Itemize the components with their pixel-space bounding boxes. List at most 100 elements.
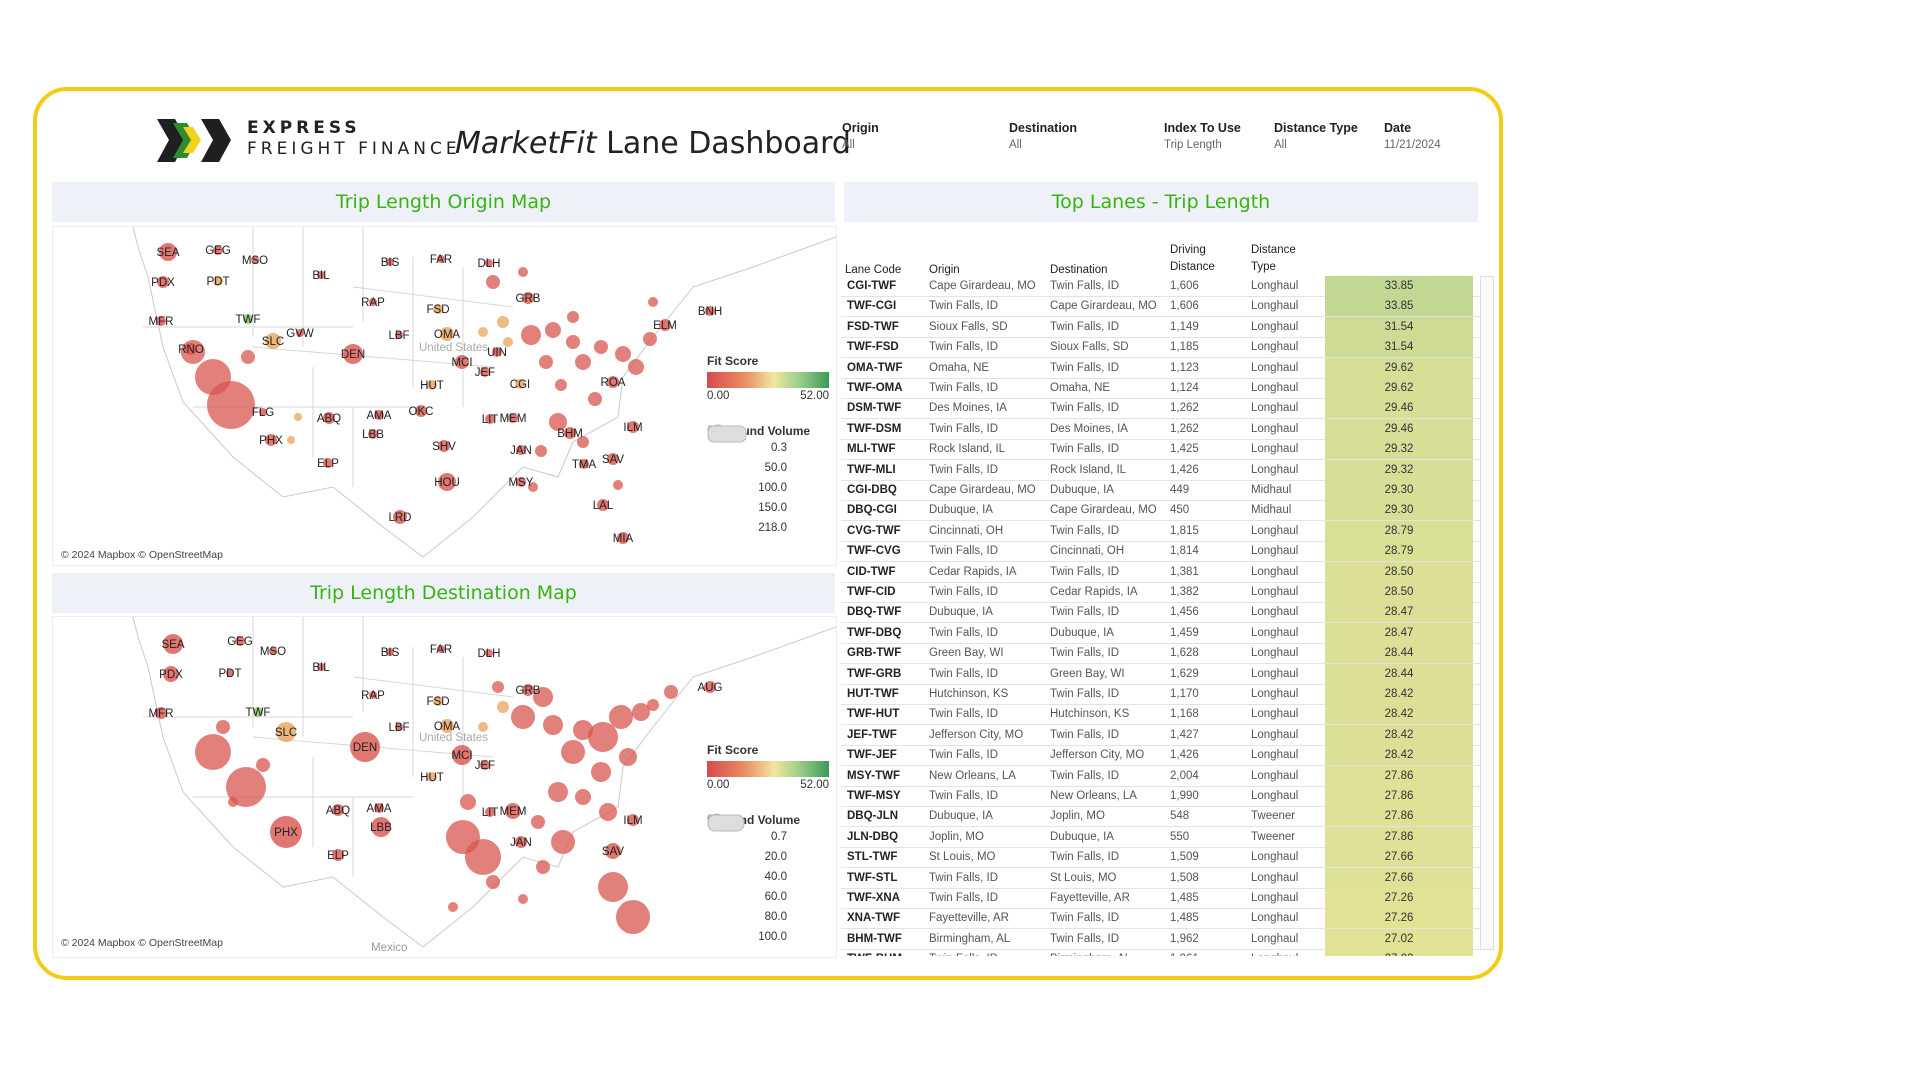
city-marker[interactable] [486,875,500,889]
table-row[interactable]: DBQ-CGI Dubuque, IA Cape Girardeau, MO 450 M… [841,500,1481,522]
city-marker[interactable] [567,311,579,323]
table-row[interactable]: CVG-TWF Cincinnati, OH Twin Falls, ID 1,815… [841,520,1481,542]
filter-destination-value[interactable]: All [1009,139,1022,151]
city-marker-lal[interactable] [597,499,609,511]
city-marker[interactable] [545,322,561,338]
city-marker-ama[interactable] [374,410,384,420]
city-marker[interactable] [521,325,541,345]
city-marker-fsd[interactable] [433,696,443,706]
table-row[interactable]: CGI-DBQ Cape Girardeau, MO Dubuque, IA 449 M… [841,480,1481,501]
dest-map[interactable]: United States Mexico SEA GEG MSO BIS FAR DLH P… [52,616,837,958]
city-marker[interactable] [511,705,535,729]
city-marker-abq[interactable] [332,804,344,816]
city-marker-rap[interactable] [369,691,377,699]
city-marker[interactable] [195,734,231,770]
table-row[interactable]: TWF-FSD Twin Falls, ID Sioux Falls, SD 1,18… [841,337,1481,359]
city-marker[interactable] [503,337,513,347]
table-row[interactable]: DSM-TWF Des Moines, IA Twin Falls, ID 1,262… [841,398,1481,420]
city-marker[interactable] [551,830,575,854]
city-marker[interactable] [460,794,476,810]
city-marker[interactable] [497,701,509,713]
table-row[interactable]: TWF-JEF Twin Falls, ID Jefferson City, MO 1… [841,745,1481,767]
filter-date-value[interactable]: 11/21/2024 [1384,139,1441,151]
city-marker-rap[interactable] [369,298,377,306]
city-marker[interactable] [619,748,637,766]
city-marker[interactable] [216,720,230,734]
city-marker[interactable] [492,681,504,693]
city-marker[interactable] [599,803,617,821]
city-marker-gvw[interactable] [296,329,304,337]
city-marker-okc[interactable] [415,405,427,417]
city-marker[interactable] [543,715,563,735]
city-marker-hou[interactable] [438,473,456,491]
table-row[interactable]: TWF-CID Twin Falls, ID Cedar Rapids, IA 1,3… [841,582,1481,603]
city-marker-tma[interactable] [579,459,589,469]
filter-distance-type-value[interactable]: All [1274,139,1287,151]
city-marker-far[interactable] [437,255,445,263]
city-marker-mci[interactable] [455,355,469,369]
city-marker-mci[interactable] [452,745,472,765]
city-marker-sea[interactable] [163,634,183,654]
city-marker[interactable] [465,839,501,875]
table-row[interactable]: HUT-TWF Hutchinson, KS Twin Falls, ID 1,170… [841,684,1481,705]
city-marker-rno[interactable] [185,343,197,355]
city-marker-msy[interactable] [516,477,526,487]
city-marker-pdt[interactable] [226,669,234,677]
city-marker-lit[interactable] [485,414,495,424]
city-marker-bhm[interactable] [564,427,576,439]
city-marker[interactable] [664,685,678,699]
city-marker[interactable] [533,687,553,707]
city-marker[interactable] [535,445,547,457]
table-row[interactable]: MLI-TWF Rock Island, IL Twin Falls, ID 1,42… [841,439,1481,461]
city-marker[interactable] [241,350,255,364]
city-marker[interactable] [555,379,567,391]
table-row[interactable]: TWF-MLI Twin Falls, ID Rock Island, IL 1,42… [841,459,1481,481]
city-marker-grb[interactable] [522,684,534,696]
city-marker[interactable] [616,900,650,934]
city-marker-den[interactable] [350,732,380,762]
filter-date[interactable]: Date 11/21/2024 [1384,121,1441,151]
city-marker-lrd[interactable] [393,510,407,524]
city-marker[interactable] [531,815,545,829]
city-marker[interactable] [643,332,657,346]
city-marker[interactable] [613,480,623,490]
city-marker-dlh[interactable] [485,649,493,657]
city-marker-mso[interactable] [269,647,277,655]
city-marker[interactable] [518,894,528,904]
city-marker-bil[interactable] [317,663,325,671]
table-row[interactable]: FSD-TWF Sioux Falls, SD Twin Falls, ID 1,14… [841,316,1481,338]
city-marker-lbf[interactable] [395,331,403,339]
table-row[interactable]: GRB-TWF Green Bay, WI Twin Falls, ID 1,628 L… [841,643,1481,665]
city-marker[interactable] [591,762,611,782]
city-marker-geg[interactable] [235,636,245,646]
city-marker-far[interactable] [437,645,445,653]
city-marker[interactable] [518,267,528,277]
filter-destination[interactable]: Destination All [1009,121,1077,151]
city-marker-pdx[interactable] [163,666,179,682]
city-marker-hut[interactable] [427,772,437,782]
city-marker[interactable] [256,758,270,772]
city-marker-twf[interactable] [253,707,263,717]
city-marker-mem[interactable] [505,803,521,819]
city-marker-jan[interactable] [516,445,526,455]
table-row[interactable]: TWF-CVG Twin Falls, ID Cincinnati, OH 1,814… [841,541,1481,563]
table-row[interactable]: STL-TWF St Louis, MO Twin Falls, ID 1,509 Lo… [841,847,1481,869]
city-marker-elm[interactable] [659,319,671,331]
city-marker-phx[interactable] [270,816,302,848]
city-marker-mso[interactable] [251,256,259,264]
city-marker-hut[interactable] [427,380,437,390]
city-marker[interactable] [647,699,659,711]
city-marker-oma[interactable] [440,327,454,341]
city-marker[interactable] [588,392,602,406]
city-marker-jef[interactable] [480,760,490,770]
dest-map-canvas[interactable]: United States Mexico SEA GEG MSO BIS FAR DLH P… [53,617,836,957]
city-marker-den[interactable] [343,344,363,364]
city-marker-phx[interactable] [265,434,277,446]
city-marker[interactable] [226,767,266,807]
city-marker[interactable] [448,902,458,912]
filter-index-value[interactable]: Trip Length [1164,139,1222,151]
city-marker-ama[interactable] [374,803,384,813]
city-marker[interactable] [588,722,618,752]
city-marker-ilm[interactable] [627,421,639,433]
origin-map[interactable]: United States SEA GEG MSO BIS FAR DLH PDX PDT BI… [52,226,837,566]
